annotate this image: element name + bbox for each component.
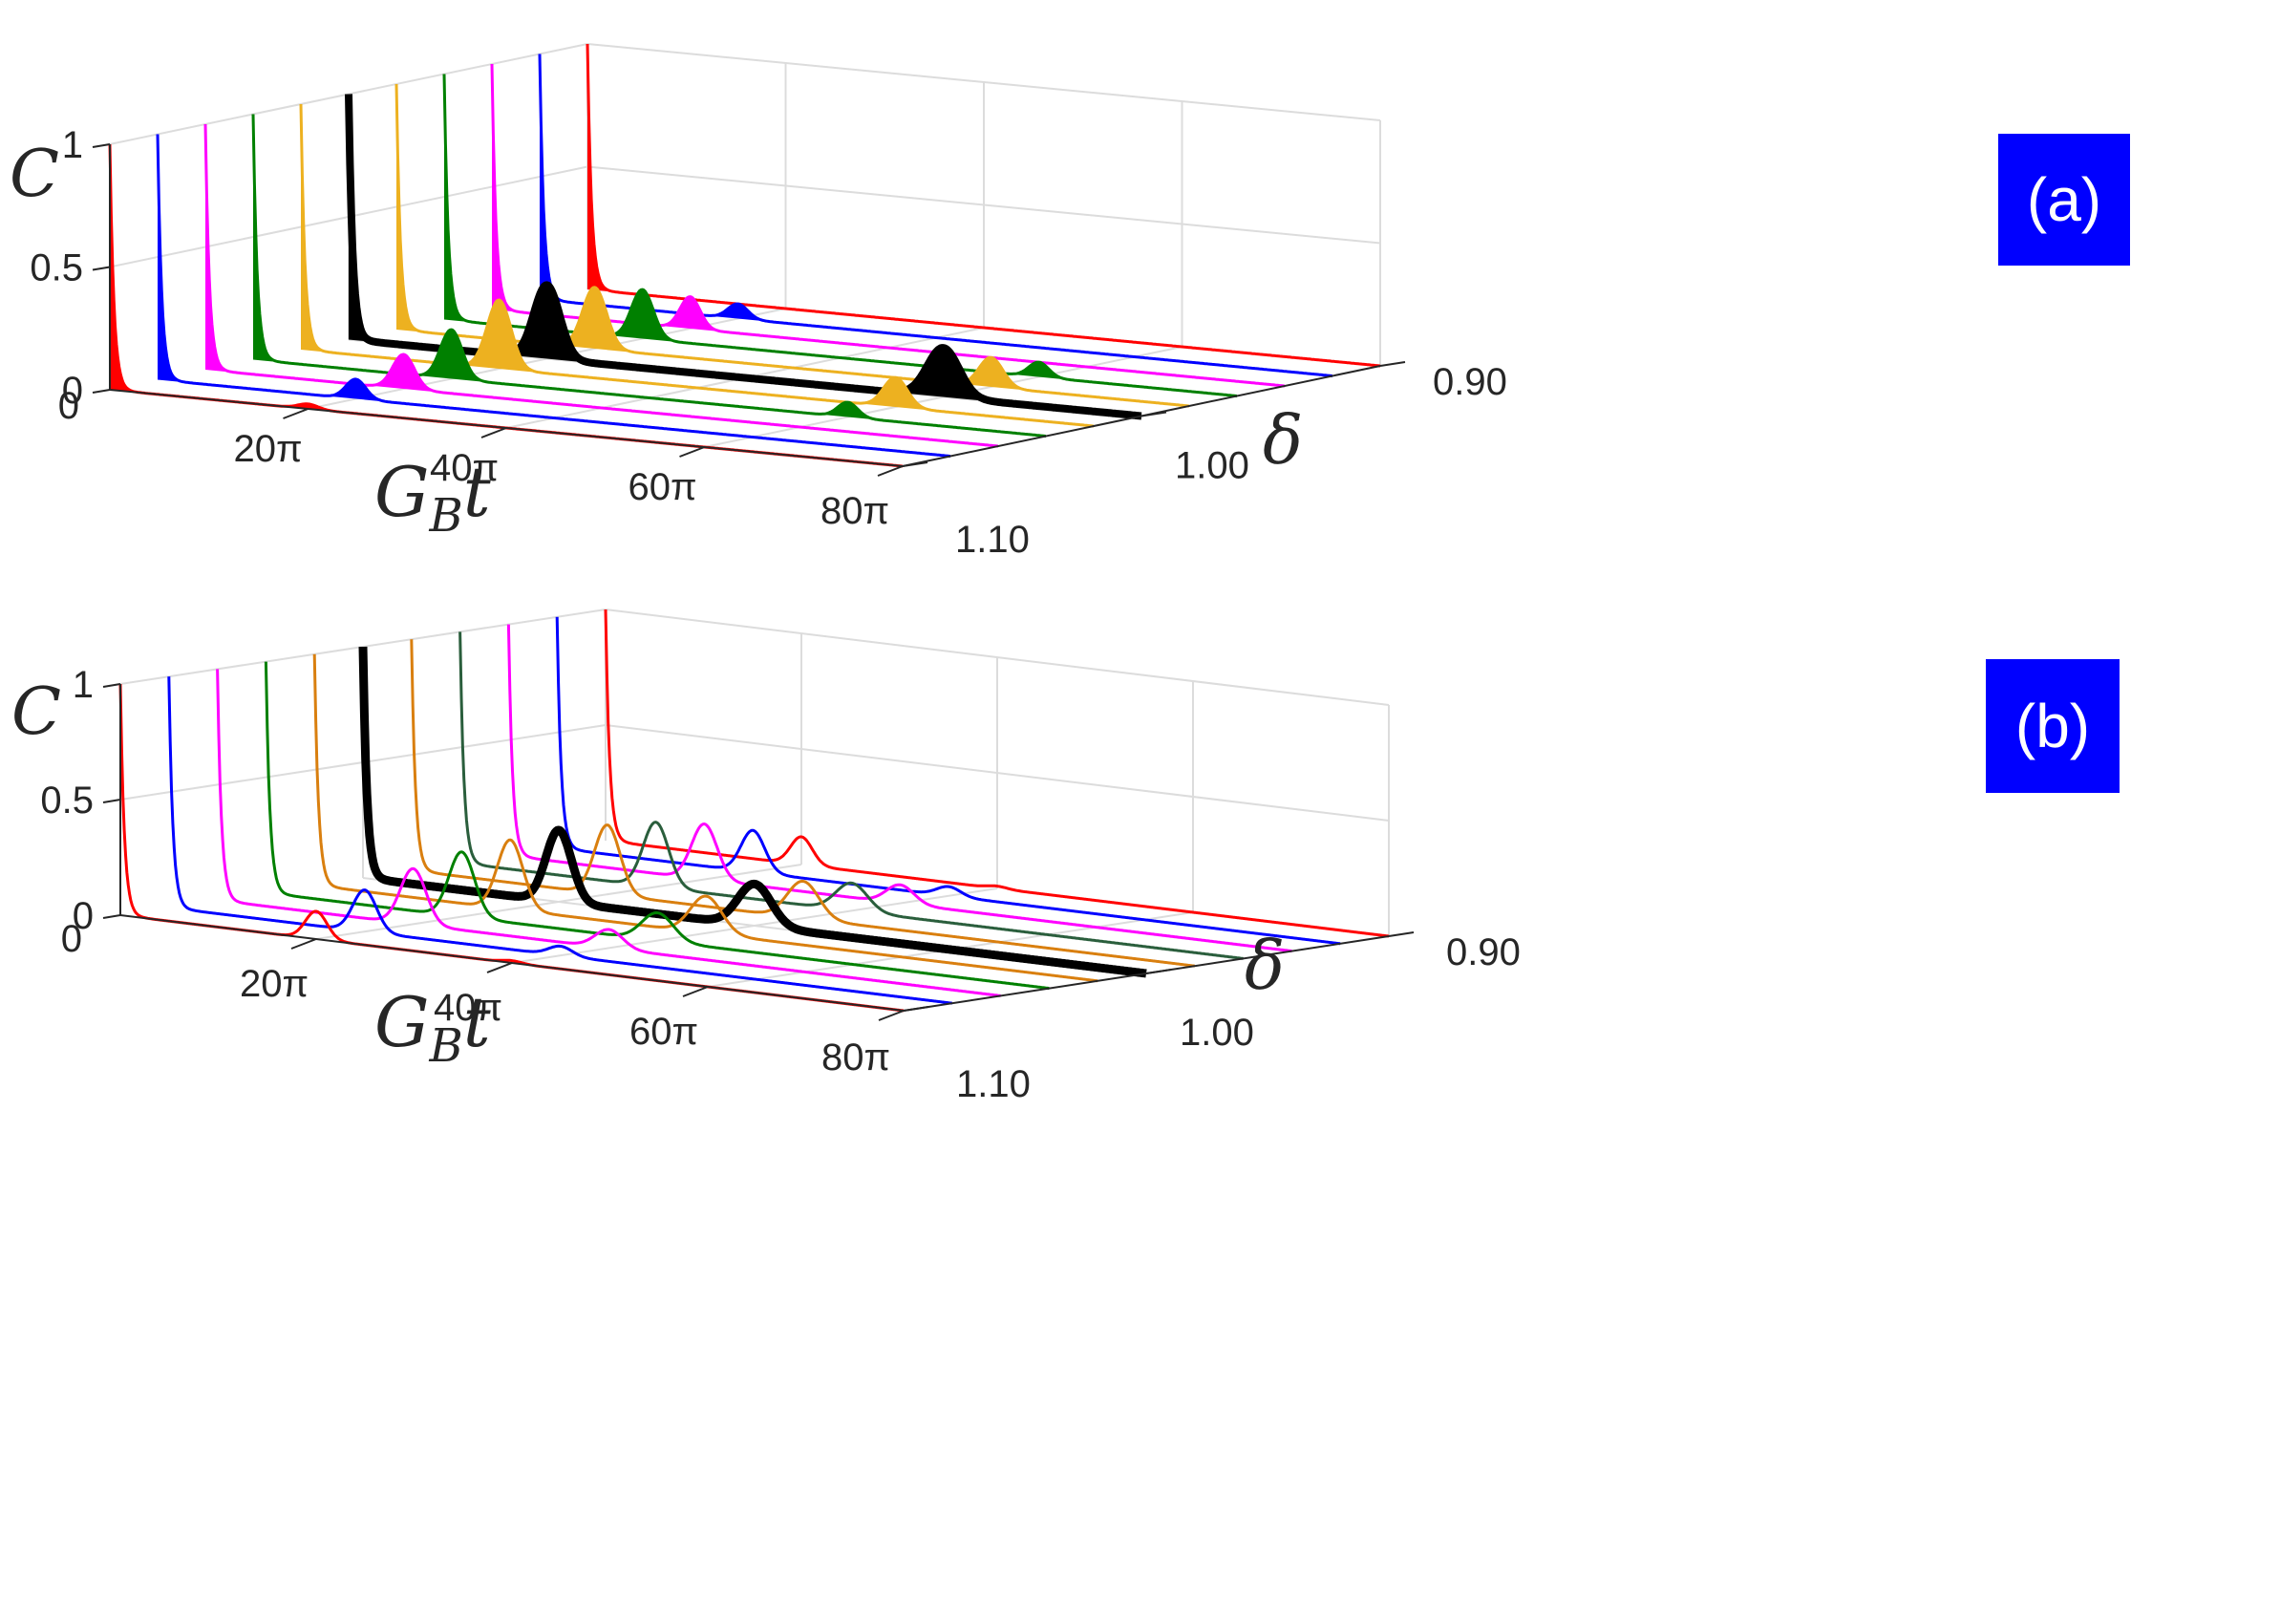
series-line — [251, 114, 1047, 438]
t-tick — [283, 408, 309, 419]
delta-tick — [1379, 361, 1406, 367]
t-tick-label: 80π — [820, 490, 889, 532]
panel-label-badge — [1986, 659, 2120, 793]
t-axis-label-sub: B — [429, 489, 463, 543]
t-tick-label: 60π — [628, 466, 696, 508]
t-tick-label: 80π — [821, 1036, 890, 1079]
t-tick — [290, 938, 317, 950]
t-axis-label-main: G — [374, 452, 430, 532]
series-fill — [396, 84, 1189, 406]
delta-tick-label: 0.90 — [1433, 361, 1507, 403]
t-tick-label: 40π — [434, 987, 502, 1029]
delta-tick-label: 1.00 — [1180, 1012, 1254, 1054]
series-fill — [253, 114, 1046, 437]
series-group — [108, 43, 1381, 468]
series-fill — [492, 64, 1285, 386]
t-tick-label: 60π — [629, 1011, 698, 1053]
series-fill — [349, 94, 1141, 417]
panel-a: 0 0.5 1 0 20π 40π 60π 80π 1.10 1.00 0.90 C GBt δ (a) — [10, 43, 2130, 561]
grid-line-back-horizontal — [605, 724, 1390, 822]
series-line — [506, 624, 1292, 953]
series-line — [312, 653, 1098, 983]
t-tick — [682, 986, 709, 997]
grid — [119, 609, 1390, 988]
t-axis-label: GBt — [374, 452, 492, 543]
delta-axis-label: δ — [1245, 927, 1285, 1005]
series-line — [264, 661, 1050, 991]
c-tick — [92, 266, 111, 271]
t-tick-label: 0 — [61, 918, 82, 960]
series-line — [167, 676, 953, 1005]
t-axis-label-tail: t — [463, 452, 492, 532]
c-tick-label: 1 — [62, 124, 83, 166]
t-axis-label-main: G — [374, 982, 430, 1062]
axes: 0 0.5 1 0 20π 40π 60π 80π 1.10 1.00 0.90 — [30, 124, 1506, 561]
delta-tick-label: 1.10 — [955, 519, 1030, 561]
t-tick — [877, 465, 904, 477]
panel-label: (b) — [2015, 692, 2090, 760]
delta-tick-label: 1.00 — [1175, 445, 1249, 487]
delta-tick — [902, 461, 928, 467]
delta-tick-label: 1.10 — [956, 1063, 1031, 1105]
t-tick — [878, 1010, 905, 1021]
c-tick-label: 1 — [73, 664, 94, 706]
delta-tick — [1145, 969, 1172, 974]
series-line — [203, 123, 999, 448]
c-tick — [102, 799, 121, 803]
grid-line-back-horizontal — [586, 165, 1381, 245]
series-line — [358, 646, 1150, 978]
panel-label-badge — [1998, 134, 2130, 266]
series-line — [458, 631, 1244, 960]
panel-b: 0 0.5 1 0 20π 40π 60π 80π 1.10 1.00 0.90 C GBt δ (b) — [11, 609, 2120, 1105]
c-tick — [102, 683, 121, 688]
series-group — [118, 609, 1390, 1013]
c-tick-label: 0 — [73, 895, 94, 937]
t-tick-label: 20π — [233, 428, 302, 470]
delta-tick — [1388, 931, 1415, 937]
t-axis-label-sub: B — [429, 1019, 463, 1073]
t-tick-label: 0 — [58, 385, 79, 427]
delta-tick — [1140, 411, 1167, 417]
series-line — [156, 134, 951, 458]
c-tick — [92, 389, 111, 394]
t-tick — [480, 427, 507, 438]
t-tick — [679, 446, 705, 458]
series-line — [555, 616, 1341, 946]
axes: 0 0.5 1 0 20π 40π 60π 80π 1.10 1.00 0.90 — [40, 664, 1520, 1105]
delta-tick-label: 0.90 — [1446, 931, 1521, 973]
c-tick-label: 0 — [62, 370, 83, 412]
t-axis-label-tail: t — [463, 982, 492, 1062]
t-tick-label: 40π — [430, 447, 499, 489]
series-line — [538, 53, 1333, 377]
t-axis-label: GBt — [374, 982, 492, 1073]
t-tick-label: 20π — [240, 963, 309, 1005]
panel-label: (a) — [2027, 165, 2101, 234]
grid-line-back-horizontal — [605, 609, 1390, 706]
c-tick — [102, 914, 121, 919]
grid-line-back-horizontal — [586, 43, 1381, 121]
c-axis-label: C — [10, 137, 59, 212]
series-fill — [205, 124, 998, 446]
c-tick-label: 0.5 — [30, 247, 83, 289]
t-tick — [486, 962, 513, 973]
delta-tick — [903, 1006, 929, 1012]
series-fill — [301, 104, 1094, 426]
delta-axis-label: δ — [1263, 401, 1303, 480]
series-fill — [444, 74, 1237, 396]
series-line — [586, 43, 1381, 368]
c-axis-label: C — [11, 674, 61, 750]
c-tick-label: 0.5 — [40, 780, 94, 822]
series-line — [410, 639, 1196, 968]
c-tick — [92, 143, 111, 148]
